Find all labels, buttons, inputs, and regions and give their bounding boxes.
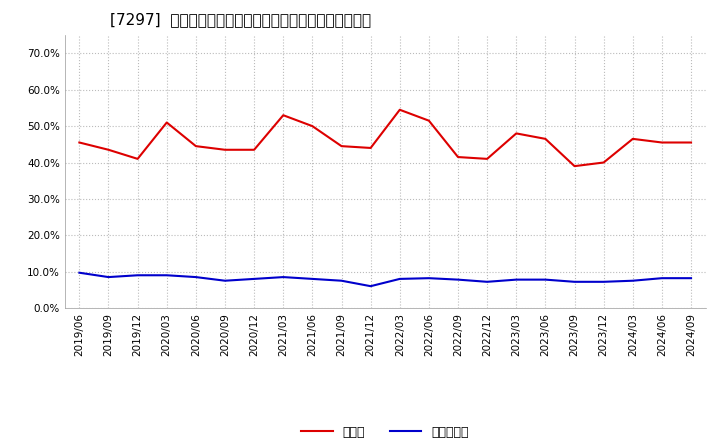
有利子負債 [337,278,346,283]
有利子負債 [657,275,666,281]
有利子負債 [629,278,637,283]
現頲金 [687,140,696,145]
有利子負債 [192,275,200,280]
現頲金 [104,147,113,152]
現頲金 [366,145,375,150]
有利子負債 [279,275,287,280]
現頲金 [133,156,142,161]
現頲金 [425,118,433,123]
現頲金 [512,131,521,136]
有利子負債 [425,275,433,281]
有利子負債 [366,283,375,289]
現頲金 [454,154,462,160]
現頲金 [541,136,550,142]
有利子負債 [133,273,142,278]
有利子負債 [75,270,84,275]
Line: 現頲金: 現頲金 [79,110,691,166]
現頲金 [220,147,229,152]
現頲金 [75,140,84,145]
有利子負債 [250,276,258,282]
有利子負債 [570,279,579,284]
有利子負債 [687,275,696,281]
現頲金 [599,160,608,165]
Text: [7297]  現頲金、有利子負債の総資産に対する比率の推移: [7297] 現頲金、有利子負債の総資産に対する比率の推移 [109,12,371,27]
有利子負債 [483,279,492,284]
有利子負債 [599,279,608,284]
現頲金 [395,107,404,112]
有利子負債 [541,277,550,282]
有利子負債 [395,276,404,282]
現頲金 [570,164,579,169]
現頲金 [192,143,200,149]
現頲金 [337,143,346,149]
現頲金 [250,147,258,152]
現頲金 [279,113,287,118]
Line: 有利子負債: 有利子負債 [79,273,691,286]
現頲金 [308,124,317,129]
有利子負債 [512,277,521,282]
有利子負債 [163,273,171,278]
現頲金 [629,136,637,142]
有利子負債 [308,276,317,282]
有利子負債 [104,275,113,280]
有利子負債 [454,277,462,282]
現頲金 [657,140,666,145]
現頲金 [483,156,492,161]
Legend: 現頲金, 有利子負債: 現頲金, 有利子負債 [297,421,474,440]
現頲金 [163,120,171,125]
有利子負債 [220,278,229,283]
